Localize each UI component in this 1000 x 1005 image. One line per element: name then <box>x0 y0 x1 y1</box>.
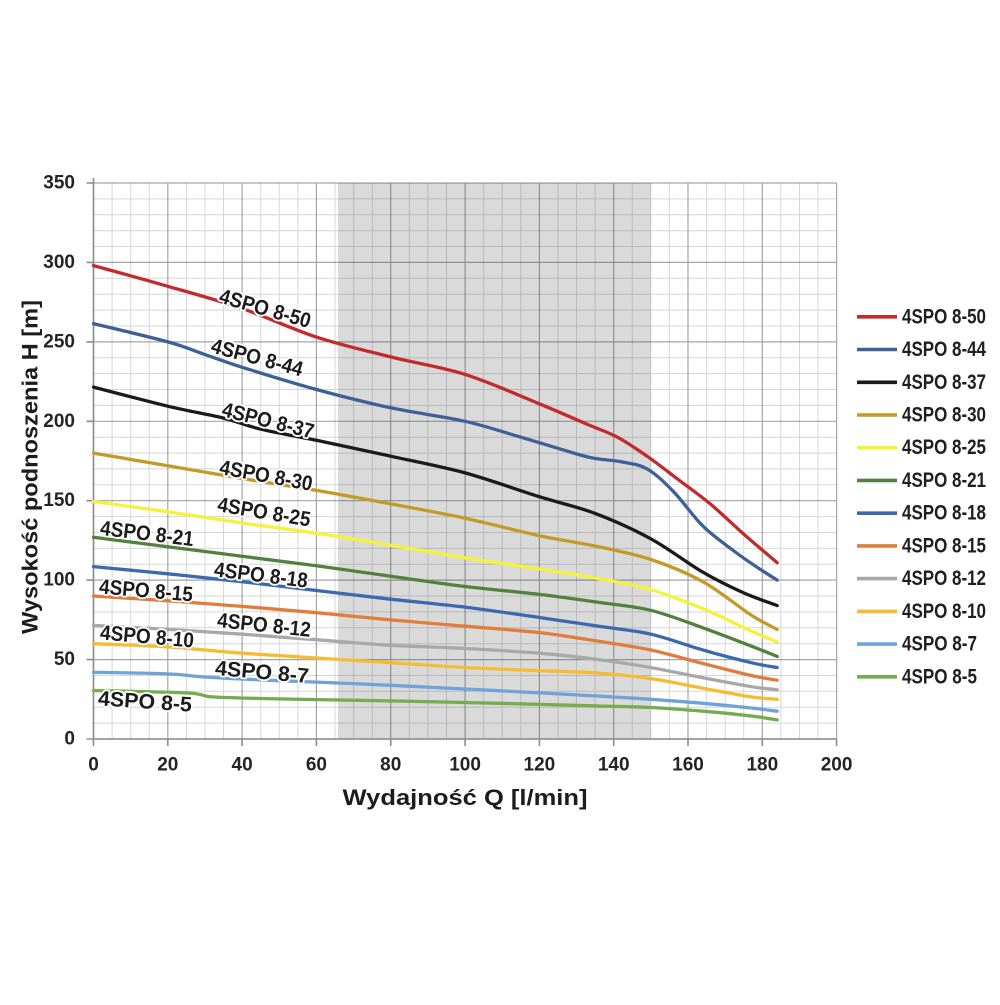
svg-text:4SPO 8-37: 4SPO 8-37 <box>902 371 986 394</box>
svg-text:0: 0 <box>88 755 99 776</box>
svg-text:300: 300 <box>43 252 75 273</box>
svg-text:100: 100 <box>449 755 481 776</box>
svg-text:140: 140 <box>598 755 630 776</box>
svg-text:180: 180 <box>746 755 778 776</box>
svg-text:20: 20 <box>157 755 178 776</box>
svg-text:4SPO 8-30: 4SPO 8-30 <box>902 404 986 427</box>
svg-text:4SPO 8-5: 4SPO 8-5 <box>902 665 977 688</box>
svg-text:60: 60 <box>306 755 327 776</box>
svg-text:50: 50 <box>54 649 75 670</box>
svg-text:160: 160 <box>672 755 704 776</box>
svg-text:0: 0 <box>64 729 75 750</box>
svg-text:80: 80 <box>380 755 401 776</box>
svg-text:200: 200 <box>821 755 853 776</box>
svg-text:4SPO 8-44: 4SPO 8-44 <box>902 338 986 361</box>
svg-text:4SPO 8-25: 4SPO 8-25 <box>902 436 986 459</box>
svg-text:200: 200 <box>43 411 75 432</box>
svg-text:Wysokość podnoszenia H [m]: Wysokość podnoszenia H [m] <box>18 300 43 634</box>
svg-text:40: 40 <box>232 755 253 776</box>
svg-text:100: 100 <box>43 570 75 591</box>
svg-text:4SPO 8-7: 4SPO 8-7 <box>902 633 977 656</box>
svg-text:250: 250 <box>43 331 75 352</box>
svg-text:4SPO 8-15: 4SPO 8-15 <box>902 534 986 557</box>
svg-text:150: 150 <box>43 490 75 511</box>
svg-text:4SPO 8-21: 4SPO 8-21 <box>902 469 986 492</box>
svg-text:120: 120 <box>524 755 556 776</box>
svg-text:350: 350 <box>43 173 75 194</box>
svg-text:Wydajność Q [l/min]: Wydajność Q [l/min] <box>343 785 588 810</box>
svg-text:4SPO 8-12: 4SPO 8-12 <box>902 567 986 590</box>
svg-text:4SPO 8-18: 4SPO 8-18 <box>902 502 986 525</box>
svg-text:4SPO 8-10: 4SPO 8-10 <box>902 600 986 623</box>
svg-text:4SPO 8-50: 4SPO 8-50 <box>902 305 986 328</box>
